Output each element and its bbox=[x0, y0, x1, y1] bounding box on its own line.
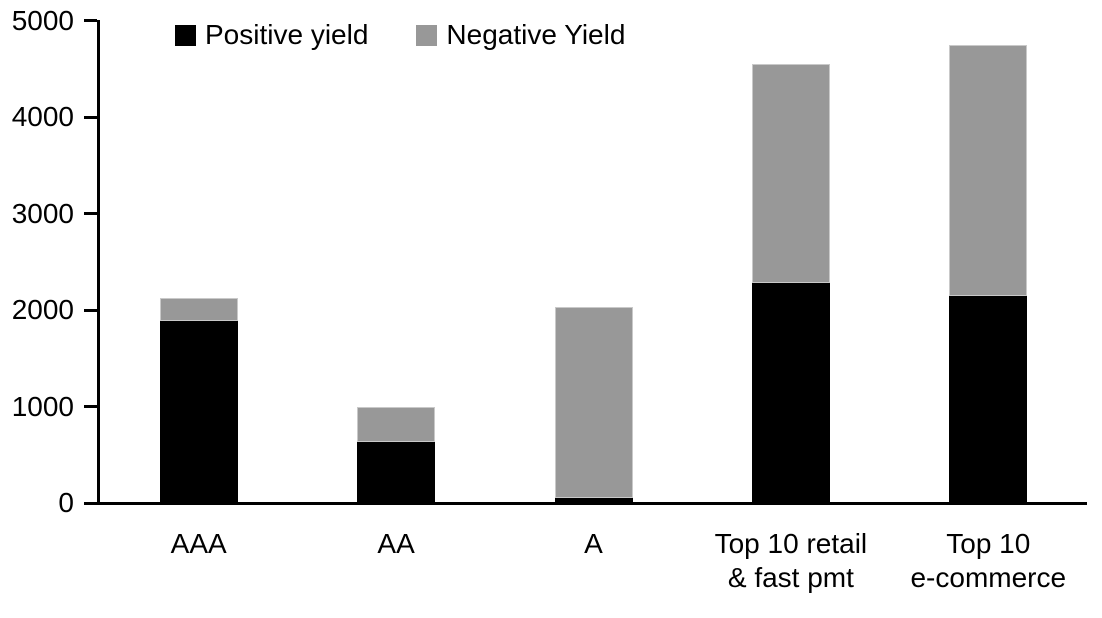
bar-segment-positive-a bbox=[554, 498, 633, 503]
x-axis-line bbox=[97, 501, 1087, 505]
legend: Positive yield Negative Yield bbox=[175, 20, 625, 50]
y-tick-label-1000: 1000 bbox=[11, 390, 74, 422]
bar-segment-positive-aaa bbox=[159, 320, 238, 503]
y-tick-label-4000: 4000 bbox=[11, 101, 74, 132]
y-tick-2000 bbox=[84, 308, 97, 312]
x-axis-label-top-10-e-commerce: Top 10 e-commerce bbox=[910, 528, 1067, 593]
legend-item-positive-yield: Positive yield bbox=[175, 20, 368, 50]
y-axis-line bbox=[97, 19, 100, 505]
bar-segment-negative-aa bbox=[357, 406, 436, 443]
y-tick-0 bbox=[84, 501, 97, 505]
x-axis-label-top-10-retail-fast-pmt: Top 10 retail & fast pmt bbox=[714, 528, 868, 593]
bar-segment-negative-aaa bbox=[159, 298, 238, 321]
y-tick-5000 bbox=[84, 19, 97, 22]
y-tick-label-3000: 3000 bbox=[11, 197, 74, 229]
bar-segment-positive-top-10-retail-fast-pmt bbox=[751, 282, 830, 503]
legend-label-negative-yield: Negative Yield bbox=[446, 19, 626, 50]
x-axis-label-a: A bbox=[584, 528, 603, 559]
x-axis-label-aa: AA bbox=[377, 528, 415, 559]
bar-segment-negative-a bbox=[554, 307, 633, 499]
negative-yield-swatch-icon bbox=[416, 24, 438, 46]
bar-segment-negative-top-10-retail-fast-pmt bbox=[751, 63, 830, 283]
x-axis-label-aaa: AAA bbox=[170, 528, 227, 559]
positive-yield-swatch-icon bbox=[175, 24, 196, 46]
legend-item-negative-yield: Negative Yield bbox=[416, 20, 625, 50]
y-tick-1000 bbox=[84, 405, 97, 408]
y-tick-label-5000: 5000 bbox=[11, 4, 74, 36]
y-tick-label-0: 0 bbox=[58, 487, 74, 518]
y-tick-3000 bbox=[84, 212, 97, 215]
bar-segment-positive-top-10-e-commerce bbox=[949, 295, 1028, 503]
y-tick-label-2000: 2000 bbox=[11, 294, 74, 325]
bar-segment-negative-top-10-e-commerce bbox=[949, 44, 1028, 296]
bar-segment-positive-aa bbox=[357, 442, 436, 503]
legend-label-positive-yield: Positive yield bbox=[205, 19, 369, 50]
y-tick-4000 bbox=[84, 115, 97, 119]
